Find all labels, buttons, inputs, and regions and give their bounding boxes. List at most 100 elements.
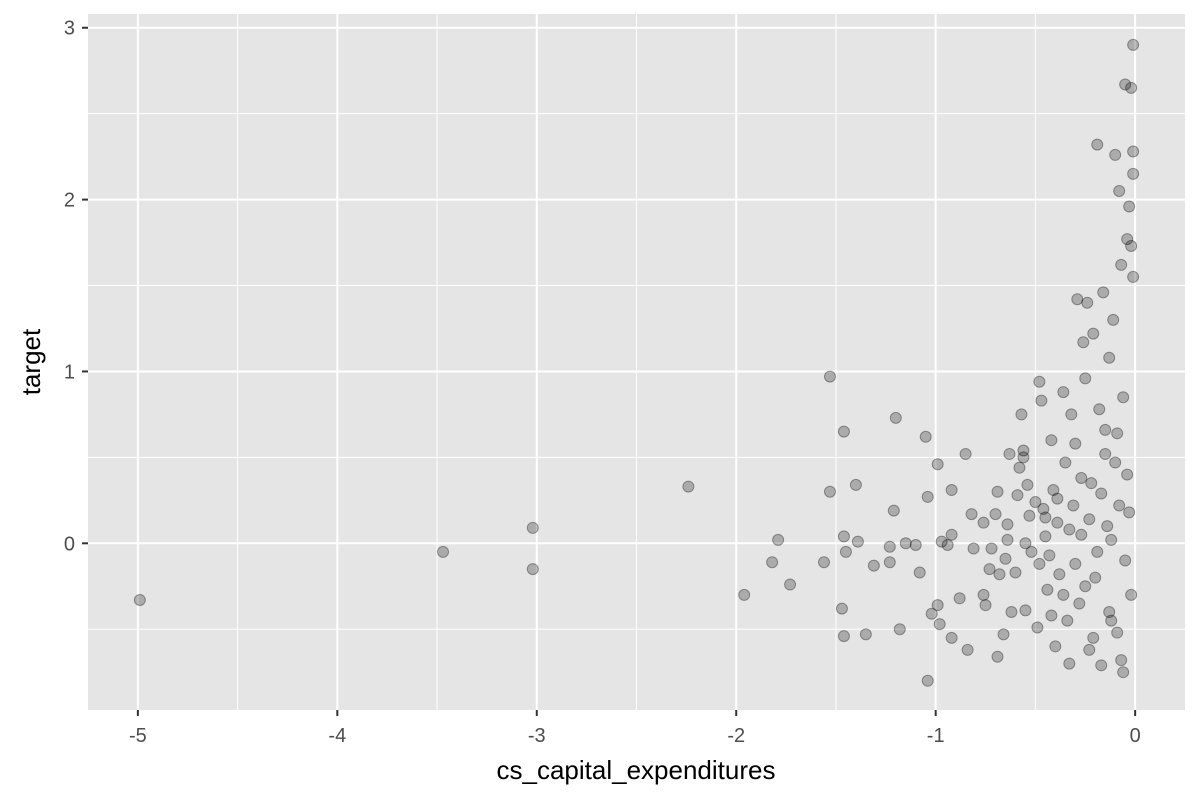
data-point bbox=[977, 588, 990, 601]
data-point bbox=[1009, 566, 1022, 579]
data-point bbox=[921, 674, 934, 687]
x-tick-label: -1 bbox=[927, 725, 945, 747]
data-point bbox=[1121, 468, 1134, 481]
data-point bbox=[1125, 240, 1138, 252]
data-point bbox=[823, 370, 836, 383]
data-point bbox=[1051, 516, 1064, 529]
data-point bbox=[823, 485, 836, 498]
data-point bbox=[1057, 386, 1070, 399]
data-points bbox=[133, 38, 1140, 687]
data-point bbox=[1117, 391, 1130, 404]
data-point bbox=[1043, 549, 1056, 562]
data-point bbox=[1075, 528, 1088, 541]
data-point bbox=[837, 530, 850, 543]
data-point bbox=[1023, 509, 1036, 522]
data-point bbox=[1079, 580, 1092, 593]
data-point bbox=[1059, 456, 1072, 469]
data-point bbox=[967, 542, 980, 555]
data-point bbox=[887, 504, 900, 517]
data-point bbox=[1095, 487, 1108, 500]
data-point bbox=[1075, 472, 1088, 484]
data-point bbox=[919, 430, 932, 443]
data-point bbox=[1039, 530, 1052, 543]
data-point bbox=[1019, 604, 1032, 617]
data-point bbox=[1061, 614, 1074, 627]
y-tick-label: 1 bbox=[64, 361, 75, 383]
data-point bbox=[1005, 606, 1018, 619]
x-tick-label: -2 bbox=[727, 725, 745, 747]
data-point bbox=[1069, 437, 1082, 450]
data-point bbox=[526, 563, 539, 576]
data-point bbox=[1111, 626, 1124, 639]
x-tick-label: -5 bbox=[129, 725, 147, 747]
data-point bbox=[941, 539, 954, 552]
y-tick-label: 3 bbox=[64, 18, 75, 40]
data-point bbox=[1119, 78, 1132, 91]
data-point bbox=[1115, 258, 1128, 271]
data-point bbox=[682, 480, 695, 493]
data-point bbox=[1113, 499, 1126, 512]
x-axis-ticks: -5 -4 -3 -2 -1 0 bbox=[129, 710, 1141, 747]
data-point bbox=[945, 528, 958, 541]
data-point bbox=[1123, 200, 1136, 213]
data-point bbox=[1001, 518, 1014, 531]
data-point bbox=[985, 542, 998, 555]
data-point bbox=[921, 490, 934, 503]
data-point bbox=[1125, 81, 1138, 94]
data-point bbox=[837, 630, 850, 643]
data-point bbox=[1087, 631, 1100, 644]
data-point bbox=[1115, 654, 1128, 667]
data-point bbox=[772, 533, 785, 546]
data-point bbox=[913, 566, 926, 579]
data-point bbox=[933, 618, 946, 631]
data-point bbox=[909, 539, 922, 552]
data-point bbox=[1073, 597, 1086, 610]
data-point bbox=[1065, 408, 1078, 421]
data-point bbox=[1051, 492, 1064, 505]
data-point bbox=[784, 578, 797, 591]
data-point bbox=[993, 568, 1006, 581]
data-point bbox=[1109, 148, 1122, 161]
data-point bbox=[1103, 606, 1116, 619]
data-point bbox=[931, 599, 944, 612]
data-point bbox=[899, 537, 912, 550]
data-point bbox=[977, 516, 990, 529]
data-point bbox=[738, 588, 751, 601]
data-point bbox=[817, 556, 830, 569]
data-point bbox=[1063, 523, 1076, 536]
data-point bbox=[1093, 403, 1106, 416]
data-point bbox=[1047, 484, 1060, 497]
data-point bbox=[1091, 138, 1104, 151]
data-point bbox=[1045, 434, 1058, 447]
data-point bbox=[953, 592, 966, 605]
data-point bbox=[1001, 533, 1014, 546]
data-point bbox=[1083, 643, 1096, 656]
data-point bbox=[1039, 511, 1052, 524]
data-point bbox=[1123, 506, 1136, 519]
data-point bbox=[766, 556, 779, 569]
data-point bbox=[945, 484, 958, 497]
data-point bbox=[1125, 588, 1138, 601]
data-point bbox=[1071, 293, 1084, 306]
data-point bbox=[1089, 571, 1102, 584]
data-point bbox=[1127, 270, 1140, 283]
data-point bbox=[961, 643, 974, 656]
data-point bbox=[991, 485, 1004, 498]
x-tick-label: -3 bbox=[528, 725, 546, 747]
data-point bbox=[989, 508, 1002, 521]
data-point bbox=[1105, 533, 1118, 546]
data-point bbox=[1029, 496, 1042, 509]
data-point bbox=[1033, 375, 1046, 388]
data-point bbox=[1037, 502, 1050, 515]
minor-gridlines bbox=[88, 14, 1185, 710]
data-point bbox=[1017, 451, 1030, 464]
data-point bbox=[983, 563, 996, 576]
y-tick-label: 2 bbox=[64, 190, 75, 212]
data-point bbox=[1127, 145, 1140, 158]
data-point bbox=[935, 535, 948, 548]
x-tick-label: -4 bbox=[328, 725, 346, 747]
data-point bbox=[1109, 456, 1122, 469]
data-point bbox=[925, 607, 938, 620]
y-axis-title: target bbox=[16, 328, 46, 395]
data-point bbox=[883, 556, 896, 569]
